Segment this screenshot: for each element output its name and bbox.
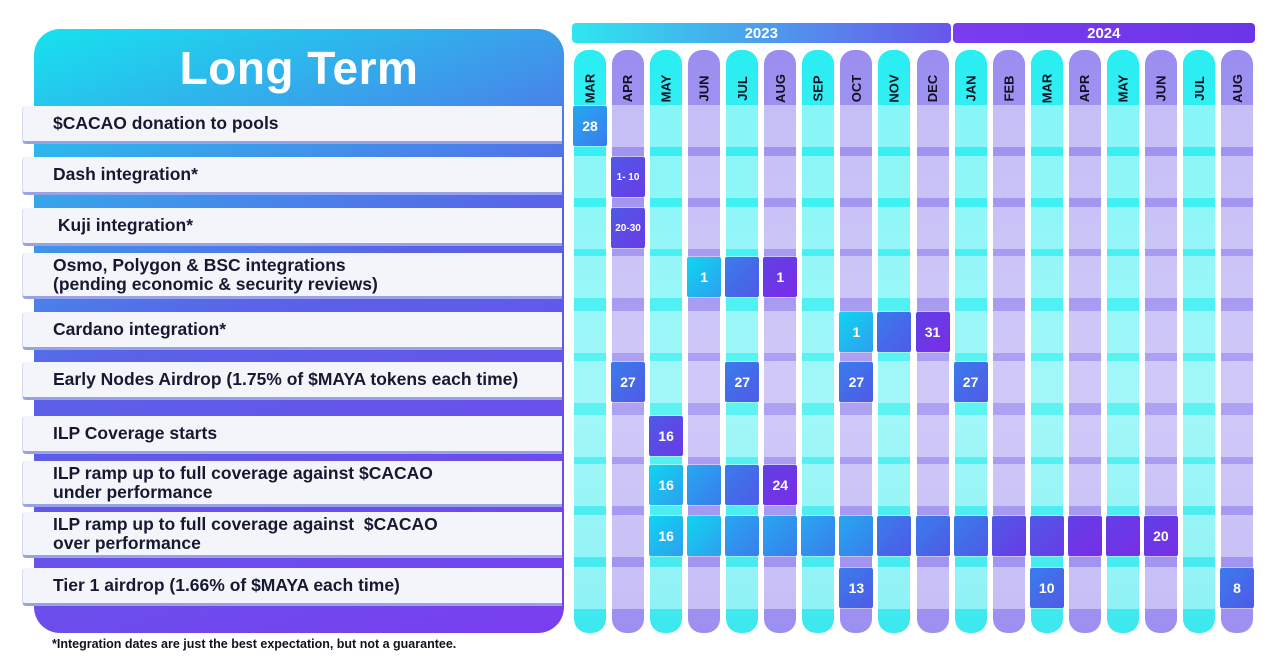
timeline-cell [877,312,912,352]
row-label-line: Osmo, Polygon & BSC integrations [53,254,346,275]
timeline-cell [1029,516,1064,556]
timeline-cell: 10 [1029,568,1064,608]
timeline-cell [1105,516,1140,556]
timeline-cell [763,516,798,556]
row-label-line: Dash integration* [53,164,198,184]
timeline-cell [877,516,912,556]
timeline-cell: 1- 10 [611,157,646,197]
timeline-cell: 27 [725,362,760,402]
timeline-cell: 1 [839,312,874,352]
month-column [574,50,606,633]
row-label-line: ILP ramp up to full coverage against $CA… [53,462,433,483]
row-band [574,207,1262,249]
month-column [612,50,645,633]
timeline-cell [801,516,836,556]
row-band [574,156,1262,198]
row-label-line: under performance [53,481,213,502]
row-label: Kuji integration* [22,208,562,246]
timeline-cell: 31 [915,312,950,352]
row-label-line: Tier 1 airdrop (1.66% of $MAYA each time… [53,575,400,595]
row-band [574,415,1262,457]
timeline-cell: 27 [953,362,988,402]
row-label: Tier 1 airdrop (1.66% of $MAYA each time… [22,568,562,606]
timeline-cell [725,465,760,505]
row-band [574,105,1262,147]
row-label: ILP ramp up to full coverage against $CA… [22,512,562,558]
timeline-cell: 16 [649,416,684,456]
timeline-cell [839,516,874,556]
row-label: ILP ramp up to full coverage against $CA… [22,461,562,507]
timeline-cell: 1 [763,257,798,297]
timeline-cell [687,465,722,505]
timeline-cell: 27 [839,362,874,402]
row-band [574,567,1262,609]
timeline-cell: 16 [649,516,684,556]
timeline-cell: 24 [763,465,798,505]
row-label-line: Cardano integration* [53,319,227,339]
row-label-line: $CACAO donation to pools [53,113,279,133]
timeline-cell [953,516,988,556]
row-label: ILP Coverage starts [22,416,562,454]
row-label: Cardano integration* [22,312,562,350]
timeline-cell [687,516,722,556]
row-label: $CACAO donation to pools [22,106,562,144]
row-band [574,361,1262,403]
timeline-cell [915,516,950,556]
timeline-cell: 13 [839,568,874,608]
footnote: *Integration dates are just the best exp… [52,637,457,651]
timeline-cell [725,516,760,556]
row-label: Osmo, Polygon & BSC integrations (pending… [22,253,562,299]
timeline-cell: 16 [649,465,684,505]
timeline-cell: 20 [1143,516,1178,556]
row-label-line: ILP ramp up to full coverage against $CA… [53,513,438,534]
row-band [574,256,1262,298]
timeline-cell [725,257,760,297]
row-label-line: Kuji integration* [53,215,193,235]
timeline-cell [991,516,1026,556]
timeline-cell: 20-30 [611,208,646,248]
row-label-line: over performance [53,532,201,553]
month-column [1221,50,1254,633]
row-label-line: Early Nodes Airdrop (1.75% of $MAYA toke… [53,369,519,389]
timeline-cell: 27 [611,362,646,402]
timeline-cell [1067,516,1102,556]
page-title: Long Term [179,42,419,94]
month-column [1182,50,1215,633]
timeline-cell: 1 [687,257,722,297]
row-label: Dash integration* [22,157,562,195]
row-label-line: (pending economic & security reviews) [53,273,378,294]
timeline-cell: 28 [573,106,607,146]
row-label: Early Nodes Airdrop (1.75% of $MAYA toke… [22,362,562,400]
row-label-line: ILP Coverage starts [53,423,218,443]
year-bar-2023: 2023 [572,23,951,43]
timeline-cell: 8 [1220,568,1255,608]
year-bar-2024: 2024 [952,23,1255,43]
